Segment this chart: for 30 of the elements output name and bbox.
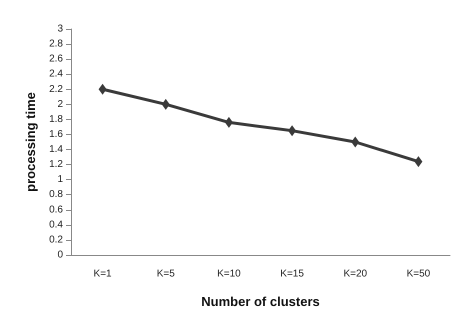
y-tick-label: 2 xyxy=(57,98,64,110)
y-tick-label: 2.6 xyxy=(49,54,64,65)
y-axis-title: processing time xyxy=(23,92,38,192)
point xyxy=(98,84,107,95)
point xyxy=(288,125,296,136)
point xyxy=(224,116,233,128)
y-tick-label: 0.2 xyxy=(49,234,64,246)
y-tick-label: 3 xyxy=(57,24,64,34)
y-tick-label: 2.8 xyxy=(49,38,64,50)
y-tick-label: 2.4 xyxy=(49,68,64,80)
y-tick-label: 1 xyxy=(57,174,64,186)
y-tick-label: 1.6 xyxy=(49,128,64,140)
y-tick-label: 0.6 xyxy=(49,204,64,216)
x-axis-title: Number of clusters xyxy=(201,294,320,309)
x-tick-label: K=20 xyxy=(343,268,368,280)
point xyxy=(162,98,170,110)
point xyxy=(351,136,360,148)
y-tick-label: 1.4 xyxy=(49,144,64,156)
y-tick-label: 0.8 xyxy=(49,189,64,200)
x-tick-label: K=10 xyxy=(217,268,242,280)
y-tick-label: 1.8 xyxy=(49,114,64,125)
x-tick-label: K=15 xyxy=(280,268,304,280)
x-tick-label: K=1 xyxy=(94,268,112,280)
y-tick-label: 0.4 xyxy=(49,219,64,230)
x-tick-label: K=5 xyxy=(156,268,176,280)
y-tick-label: 1.2 xyxy=(49,159,64,170)
point xyxy=(414,156,422,168)
y-tick-label: 2.2 xyxy=(49,84,64,95)
y-tick-label: 0 xyxy=(57,250,64,260)
x-tick-label: K=50 xyxy=(406,268,431,280)
